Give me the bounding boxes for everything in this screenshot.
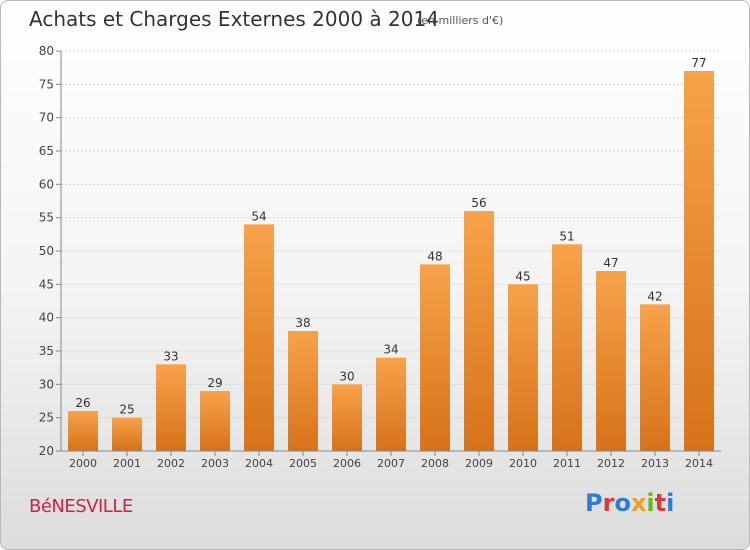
x-tick-label: 2008 [421,457,449,470]
x-tick-label: 2012 [597,457,625,470]
y-tick-label: 80 [39,44,54,58]
y-tick-label: 30 [39,377,54,391]
bar-2000 [68,411,98,451]
data-label: 77 [691,56,706,70]
x-tick-label: 2000 [69,457,97,470]
x-tick-label: 2004 [245,457,273,470]
x-tick-label: 2014 [685,457,713,470]
data-label: 56 [471,196,486,210]
logo-letter: i [646,489,655,517]
data-label: 42 [647,289,662,303]
y-tick-label: 35 [39,344,54,358]
data-label: 38 [295,316,310,330]
y-tick-label: 55 [39,211,54,225]
x-tick-label: 2002 [157,457,185,470]
bar-2001 [112,417,142,451]
bar-2005 [288,331,318,451]
x-tick-label: 2001 [113,457,141,470]
data-label: 47 [603,256,618,270]
bar-2007 [376,357,406,451]
chart-subtitle: (en milliers d'€) [417,14,504,27]
x-tick-label: 2006 [333,457,361,470]
y-tick-label: 40 [39,311,54,325]
chart-title: Achats et Charges Externes 2000 à 2014 [29,7,439,31]
x-tick-label: 2010 [509,457,537,470]
bar-2002 [156,364,186,451]
y-tick-label: 60 [39,177,54,191]
data-label: 29 [207,376,222,390]
x-tick-label: 2005 [289,457,317,470]
x-axis: 2000 2001 2002 2003 2004 2005 2006 2007 2008 2009… [61,450,721,470]
logo-letter: t [654,489,667,517]
logo-letter: r [602,489,615,517]
logo-letter: i [666,489,675,517]
logo-letter: x [630,489,647,517]
x-tick-label: 2011 [553,457,581,470]
x-tick-label: 2003 [201,457,229,470]
y-tick-label: 25 [39,411,54,425]
x-tick-label: 2013 [641,457,669,470]
bar-2011 [552,244,582,451]
y-tick-label: 20 [39,444,54,458]
bar-2008 [420,264,450,451]
y-tick-label: 65 [39,144,54,158]
y-axis: 20 25 30 35 40 45 50 55 60 65 70 75 80 [39,44,62,458]
y-tick-label: 45 [39,277,54,291]
bar-2004 [244,224,274,451]
data-label: 54 [251,209,266,223]
data-label: 33 [163,349,178,363]
bars: 26 25 33 29 54 38 30 34 48 56 45 51 47 42 77 [68,56,714,451]
y-tick-label: 75 [39,77,54,91]
bar-2014 [684,71,714,451]
data-label: 45 [515,269,530,283]
data-label: 34 [383,343,398,357]
data-label: 48 [427,249,442,263]
bar-2013 [640,304,670,451]
y-tick-label: 50 [39,244,54,258]
bar-2003 [200,391,230,451]
x-tick-label: 2007 [377,457,405,470]
bar-2009 [464,211,494,451]
logo-letter: o [614,489,631,517]
data-label: 26 [75,396,90,410]
bar-2010 [508,284,538,451]
y-tick-label: 70 [39,111,54,125]
bar-2012 [596,271,626,451]
commune-name: BéNESVILLE [29,496,133,517]
data-label: 51 [559,229,574,243]
data-label: 25 [119,403,134,417]
proxiti-logo[interactable]: Proxiti [585,489,674,517]
x-tick-label: 2009 [465,457,493,470]
logo-letter: P [585,489,603,517]
data-label: 30 [339,369,354,383]
bar-2006 [332,384,362,451]
